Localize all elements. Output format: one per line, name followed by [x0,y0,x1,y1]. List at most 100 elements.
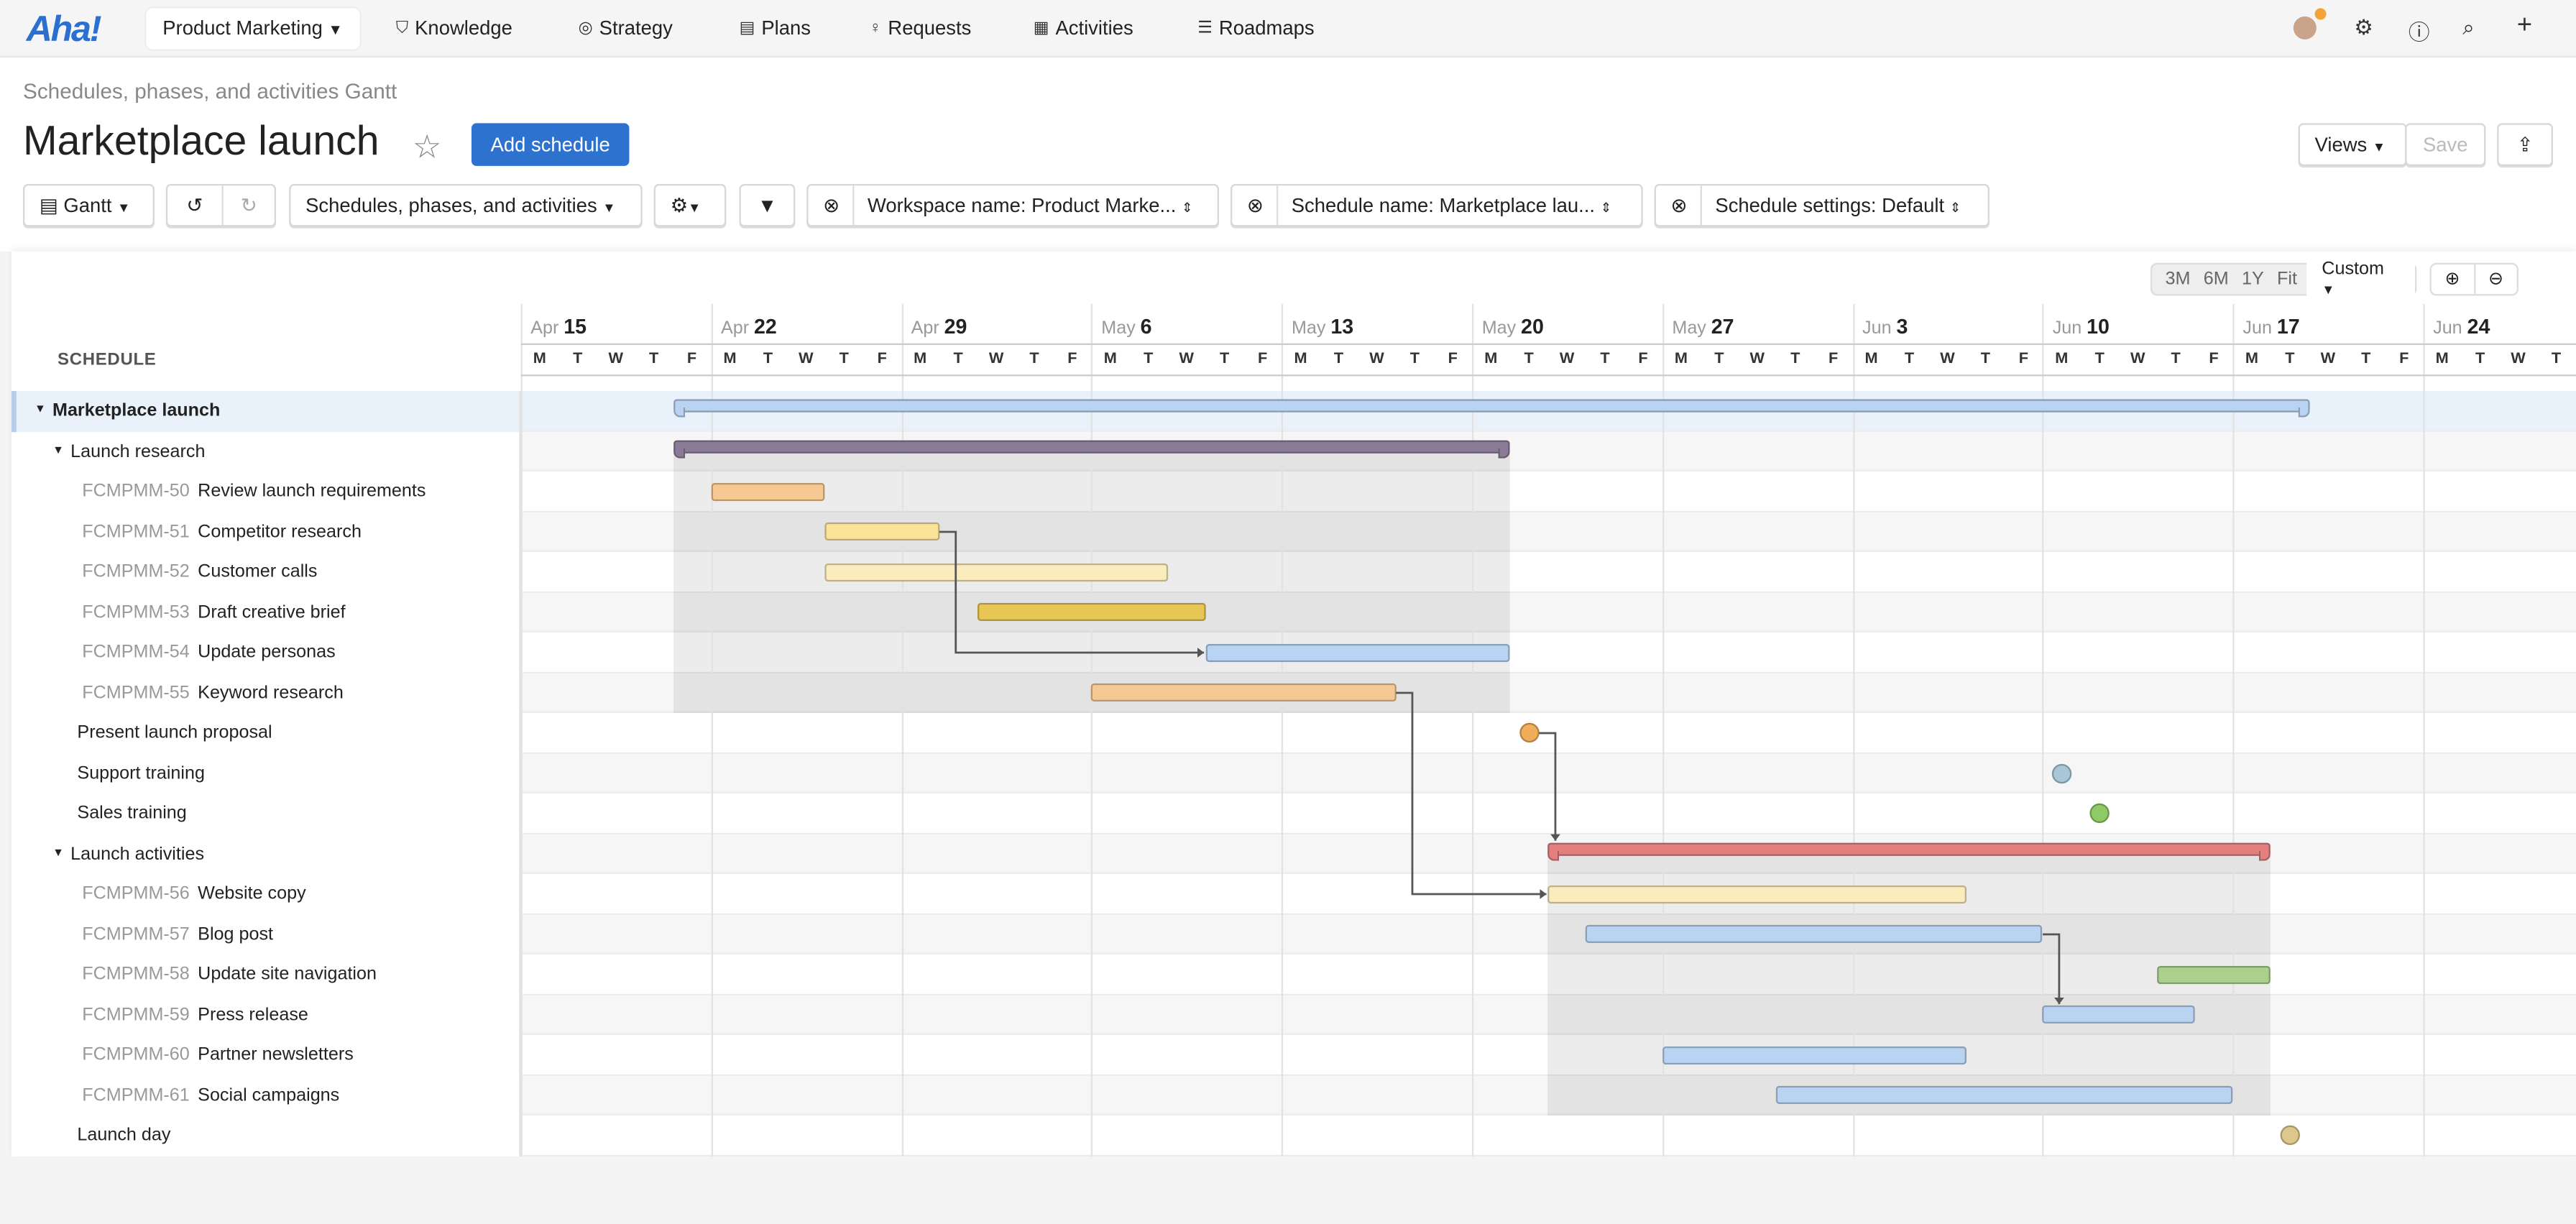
caret-down-icon[interactable]: ▼ [52,444,64,456]
task-bar[interactable] [2043,1006,2195,1024]
schedule-row[interactable]: FCMPMM-57 Blog post [12,914,519,954]
zoom-custom[interactable]: Custom ▼ [2306,257,2415,301]
task-bar[interactable] [1776,1086,2233,1105]
clear-filter-icon[interactable]: ⊗ [1670,193,1688,217]
task-bar[interactable] [711,482,826,501]
task-bar[interactable] [1586,925,2043,944]
add-icon[interactable]: + [2516,11,2533,40]
schedule-row[interactable]: FCMPMM-59 Press release [12,995,519,1035]
zoom-out-icon[interactable]: ⊖ [2473,264,2517,295]
add-schedule-button[interactable]: Add schedule [471,123,630,166]
schedule-row[interactable]: FCMPMM-55 Keyword research [12,673,519,713]
schedule-row[interactable]: FCMPMM-58 Update site navigation [12,954,519,995]
caret-down-icon[interactable]: ▼ [34,404,46,416]
summary-bar[interactable] [1547,842,2271,861]
undo-icon[interactable]: ↺ [186,193,203,217]
record-key[interactable]: FCMPMM-53 [82,602,190,622]
record-key[interactable]: FCMPMM-61 [82,1085,190,1105]
schedule-row[interactable]: Support training [12,753,519,793]
search-icon[interactable]: ⌕ [2462,14,2475,40]
summary-bar[interactable] [673,439,1510,459]
zoom-3m[interactable]: 3M [2165,269,2191,290]
schedule-row[interactable]: ▼ Launch activities [12,834,519,874]
task-bar[interactable] [1205,643,1510,662]
views-button[interactable]: Views ▼ [2298,123,2407,166]
nav-strategy[interactable]: ◎ Strategy [579,17,673,40]
zoom-6m[interactable]: 6M [2203,269,2229,290]
task-bar[interactable] [2156,965,2271,984]
user-avatar[interactable] [2293,16,2317,40]
nav-roadmaps[interactable]: ☰ Roadmaps [1197,17,1314,40]
summary-bar[interactable] [673,399,2309,418]
workspace-selector[interactable]: Product Marketing ▼ [146,8,359,50]
schedule-row[interactable]: FCMPMM-60 Partner newsletters [12,1035,519,1075]
filter-icon[interactable]: ▼ [739,183,796,227]
milestone-marker[interactable] [1519,723,1540,743]
aha-logo[interactable]: Aha! [26,8,102,50]
zoom-fit[interactable]: Fit [2277,269,2298,290]
filter-schedule-settings[interactable]: ⊗ Schedule settings: Default ⇕ [1654,183,1990,227]
view-selector[interactable]: ▤ Gantt ▼ [22,183,155,227]
filter-workspace[interactable]: ⊗ Workspace name: Product Marke... ⇕ [806,183,1219,227]
week-day: 6 [1140,315,1152,339]
filter-label: Schedule settings: Default [1715,193,1945,217]
schedule-row[interactable]: Present launch proposal [12,713,519,753]
schedule-row[interactable]: FCMPMM-54 Update personas [12,632,519,673]
zoom-in-icon[interactable]: ⊕ [2444,269,2460,290]
task-bar[interactable] [977,603,1206,622]
nav-requests[interactable]: ♀ Requests [869,17,971,40]
record-key[interactable]: FCMPMM-55 [82,682,190,703]
milestone-marker[interactable] [2051,763,2072,783]
record-key[interactable]: FCMPMM-51 [82,521,190,542]
save-button[interactable]: Save [2405,123,2486,166]
clear-filter-icon[interactable]: ⊗ [823,193,840,217]
record-key[interactable]: FCMPMM-59 [82,1004,190,1025]
nav-knowledge[interactable]: ⛉ Knowledge [396,17,512,40]
share-icon[interactable]: ⇪ [2497,123,2553,166]
task-bar[interactable] [825,563,1168,581]
schedule-row[interactable]: ▼ Launch research [12,431,519,471]
week-gridline [901,303,903,1157]
task-bar[interactable] [1091,684,1397,702]
week-day: 29 [944,315,967,339]
schedule-row[interactable]: ▼ Marketplace launch [12,391,519,431]
record-key[interactable]: FCMPMM-50 [82,481,190,502]
settings-gear-icon[interactable]: ⚙ [2354,14,2374,40]
record-name: Blog post [198,924,274,944]
week-gridline [2232,303,2235,1157]
breadcrumb[interactable]: Schedules, phases, and activities Gantt [22,78,397,103]
caret-down-icon[interactable]: ▼ [52,847,64,859]
record-key[interactable]: FCMPMM-52 [82,561,190,582]
milestone-marker[interactable] [2089,804,2110,824]
task-bar[interactable] [1547,885,1967,903]
milestone-marker[interactable] [2280,1126,2300,1146]
settings-dropdown[interactable]: ⚙▼ [653,183,727,227]
calendar-icon: ▤ [39,193,58,217]
schedule-row[interactable]: FCMPMM-50 Review launch requirements [12,471,519,512]
record-key[interactable]: FCMPMM-54 [82,642,190,663]
record-key[interactable]: FCMPMM-57 [82,924,190,944]
task-bar[interactable] [825,523,939,541]
schedule-row[interactable]: Sales training [12,793,519,834]
record-type-dropdown[interactable]: Schedules, phases, and activities ▼ [289,183,643,227]
nav-activities[interactable]: ▦ Activities [1034,17,1133,40]
record-key[interactable]: FCMPMM-58 [82,964,190,985]
record-key[interactable]: FCMPMM-56 [82,883,190,904]
schedule-row[interactable]: FCMPMM-51 Competitor research [12,512,519,552]
schedule-row[interactable]: FCMPMM-56 Website copy [12,874,519,914]
schedule-row[interactable]: FCMPMM-52 Customer calls [12,552,519,592]
schedule-row[interactable]: FCMPMM-53 Draft creative brief [12,592,519,632]
weekday-label: W [608,349,623,368]
task-bar[interactable] [1662,1046,1967,1064]
nav-plans[interactable]: ▤ Plans [740,17,811,40]
help-icon[interactable]: ⓘ [2408,19,2430,45]
zoom-1y[interactable]: 1Y [2241,269,2264,290]
schedule-row[interactable]: FCMPMM-61 Social campaigns [12,1075,519,1115]
weekday-label: T [2285,349,2295,368]
star-icon[interactable]: ☆ [412,129,442,166]
filter-schedule-name[interactable]: ⊗ Schedule name: Marketplace lau... ⇕ [1230,183,1643,227]
redo-icon[interactable]: ↻ [221,185,275,226]
record-key[interactable]: FCMPMM-60 [82,1044,190,1065]
clear-filter-icon[interactable]: ⊗ [1246,193,1264,217]
schedule-row[interactable]: Launch day [12,1115,519,1156]
